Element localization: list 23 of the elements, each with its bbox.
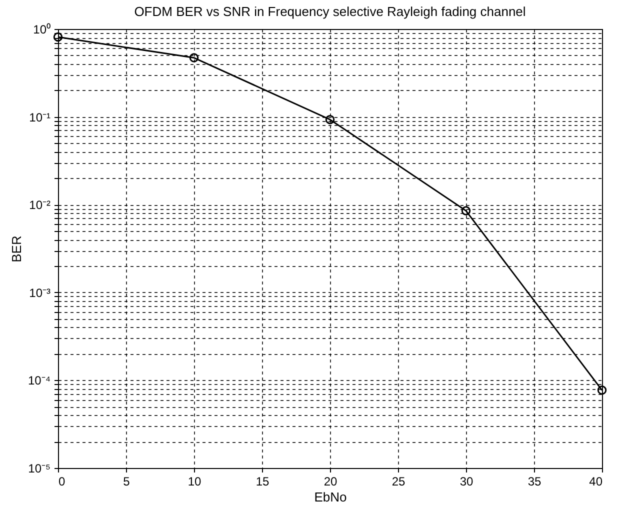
x-tick-label: 40 bbox=[589, 474, 603, 488]
chart-title: OFDM BER vs SNR in Frequency selective Rayleigh fading channel bbox=[134, 4, 526, 19]
y-tick-label: 10⁻⁴ bbox=[28, 374, 50, 388]
x-tick-label: 5 bbox=[123, 474, 130, 488]
y-tick-label: 10⁻² bbox=[29, 198, 51, 212]
x-tick-label: 35 bbox=[528, 474, 542, 488]
y-tick-label: 10⁻¹ bbox=[29, 110, 51, 124]
point bbox=[53, 32, 63, 42]
point bbox=[189, 53, 199, 62]
point bbox=[597, 386, 607, 395]
point bbox=[461, 206, 471, 216]
point bbox=[325, 114, 335, 124]
x-tick-label: 30 bbox=[460, 474, 474, 488]
x-tick-label: 15 bbox=[256, 474, 270, 488]
y-tick-label: 10⁻⁵ bbox=[28, 462, 51, 476]
x-axis-title: EbNo bbox=[314, 490, 347, 504]
x-tick-label: 20 bbox=[324, 474, 338, 488]
x-tick-label: 25 bbox=[392, 474, 406, 488]
x-tick-label: 0 bbox=[58, 474, 66, 488]
y-tick-label: 10⁰ bbox=[33, 22, 50, 36]
y-tick-label: 10⁻³ bbox=[29, 286, 51, 300]
y-axis-title: BER bbox=[8, 236, 24, 262]
x-tick-label: 10 bbox=[188, 474, 202, 488]
